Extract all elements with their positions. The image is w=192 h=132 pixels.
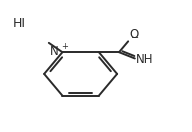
Text: +: + [61, 42, 68, 51]
Text: N: N [50, 45, 59, 58]
Text: O: O [129, 28, 138, 41]
Text: NH: NH [136, 53, 154, 66]
Text: HI: HI [13, 17, 26, 30]
Text: −: − [131, 33, 140, 43]
